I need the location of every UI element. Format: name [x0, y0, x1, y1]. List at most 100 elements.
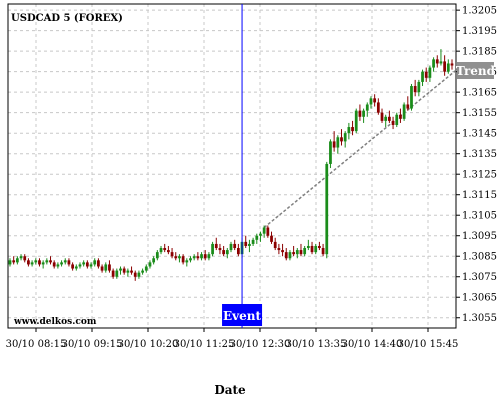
- candle-body: [318, 245, 321, 249]
- candle-body: [321, 248, 325, 255]
- candle-body: [152, 258, 156, 263]
- candle-body: [266, 227, 270, 236]
- candle-body: [277, 248, 281, 251]
- candle-body: [303, 248, 307, 255]
- candle-body: [93, 260, 97, 265]
- candle-body: [8, 260, 12, 265]
- candle-body: [104, 264, 108, 271]
- candle-body: [222, 250, 226, 255]
- candle-body: [292, 252, 295, 255]
- candle-body: [391, 120, 395, 125]
- candle-body: [122, 268, 126, 273]
- candle-body: [314, 245, 318, 253]
- candle-body: [388, 116, 391, 121]
- candle-body: [417, 81, 421, 93]
- candle-body: [108, 264, 111, 271]
- candle-body: [248, 243, 251, 246]
- candle-body: [395, 114, 399, 125]
- candle-body: [421, 71, 424, 82]
- candle-body: [34, 260, 38, 263]
- candle-body: [369, 98, 373, 105]
- candle-body: [225, 250, 229, 255]
- candle-body: [329, 141, 332, 164]
- y-tick-label: 1.3055: [462, 313, 497, 324]
- y-tick-label: 1.3105: [462, 211, 497, 222]
- candle-body: [365, 104, 369, 111]
- y-axis: 1.32051.31951.31851.31751.31651.31551.31…: [456, 6, 497, 324]
- candle-body: [325, 163, 329, 255]
- x-axis-label: Date: [214, 383, 246, 397]
- candle-body: [38, 260, 41, 265]
- candle-body: [255, 235, 259, 240]
- event-label: Event: [223, 309, 261, 323]
- candle-body: [30, 262, 34, 265]
- candle-body: [97, 260, 100, 267]
- candle-body: [410, 86, 413, 109]
- candle-body: [82, 262, 86, 265]
- candle-body: [229, 243, 233, 251]
- candle-body: [413, 86, 417, 93]
- candle-body: [207, 254, 211, 259]
- y-tick-label: 1.3195: [462, 26, 497, 37]
- candle-body: [450, 63, 454, 66]
- candle-body: [380, 112, 384, 121]
- candle-body: [288, 252, 292, 259]
- candle-body: [178, 256, 181, 259]
- candle-body: [284, 252, 288, 259]
- candle-body: [358, 110, 362, 117]
- candle-body: [174, 256, 178, 259]
- y-tick-label: 1.3185: [462, 47, 497, 58]
- candle-body: [159, 248, 163, 253]
- candle-body: [155, 252, 159, 259]
- candle-body: [273, 241, 277, 249]
- trend-line: [263, 68, 459, 229]
- candle-body: [376, 102, 380, 113]
- candle-body: [262, 227, 266, 234]
- trend-label: Trend: [456, 64, 496, 78]
- candle-body: [196, 256, 200, 259]
- y-tick-label: 1.3155: [462, 108, 497, 119]
- y-tick-label: 1.3085: [462, 252, 497, 263]
- candle-body: [52, 262, 56, 267]
- candle-body: [233, 243, 237, 249]
- candle-body: [299, 250, 303, 255]
- candle-body: [244, 241, 248, 246]
- candle-body: [306, 245, 310, 249]
- candle-body: [78, 264, 82, 267]
- x-tick-label: 30/10 08:15: [6, 339, 67, 350]
- candle-body: [354, 110, 358, 132]
- candle-body: [340, 137, 343, 142]
- x-tick-label: 30/10 14:40: [342, 339, 403, 350]
- candle-body: [74, 266, 78, 269]
- x-tick-label: 30/10 12:30: [230, 339, 291, 350]
- candle-body: [189, 258, 192, 261]
- candle-body: [137, 272, 141, 277]
- plot-frame: [7, 3, 457, 329]
- candle-body: [60, 262, 63, 265]
- candle-body: [15, 258, 19, 263]
- candle-body: [214, 243, 218, 249]
- candle-body: [12, 260, 16, 263]
- candle-body: [41, 262, 45, 265]
- candle-body: [362, 110, 365, 117]
- candle-body: [23, 256, 27, 261]
- candle-body: [435, 59, 439, 64]
- candle-body: [343, 133, 347, 142]
- x-tick-label: 30/10 15:45: [398, 339, 459, 350]
- y-tick-label: 1.3205: [462, 6, 497, 17]
- candle-body: [384, 116, 388, 121]
- y-tick-label: 1.3075: [462, 272, 497, 283]
- candle-body: [192, 256, 196, 259]
- candle-body: [100, 266, 104, 271]
- candle-body: [203, 254, 207, 259]
- candle-body: [439, 61, 443, 64]
- trend-label-bg: [457, 62, 494, 79]
- candle-body: [402, 104, 406, 119]
- candle-body: [399, 114, 402, 119]
- candle-body: [218, 248, 222, 251]
- y-tick-label: 1.3145: [462, 129, 497, 140]
- candle-body: [85, 262, 89, 267]
- y-tick-label: 1.3135: [462, 149, 497, 160]
